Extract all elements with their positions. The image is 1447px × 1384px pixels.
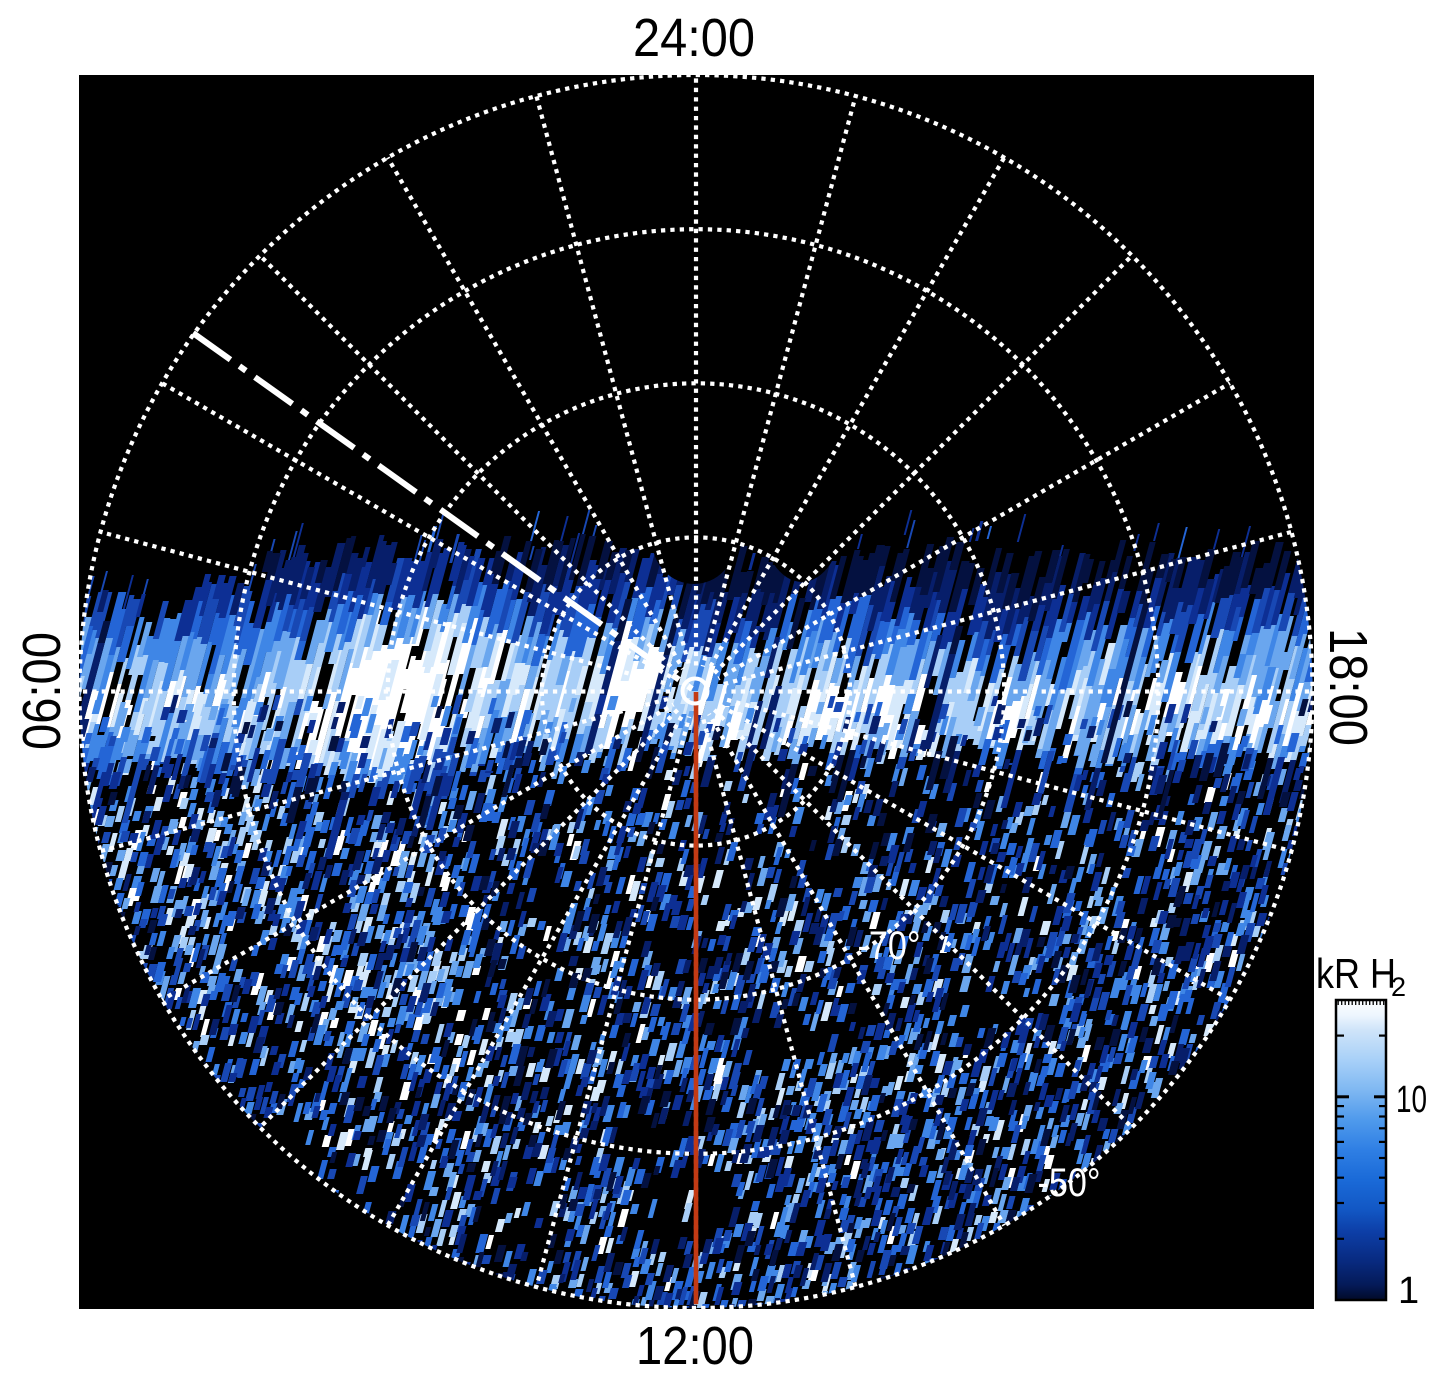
svg-text:06:00: 06:00	[12, 632, 72, 750]
svg-text:24:00: 24:00	[633, 8, 755, 68]
svg-text:12:00: 12:00	[636, 1316, 754, 1376]
svg-text:-50°: -50°	[1038, 1161, 1101, 1205]
svg-text:10: 10	[1396, 1079, 1427, 1121]
svg-text:-70°: -70°	[858, 924, 921, 968]
svg-text:18:00: 18:00	[1318, 628, 1378, 746]
svg-text:1: 1	[1398, 1270, 1419, 1312]
svg-text:2: 2	[1391, 972, 1406, 1002]
svg-text:kR H: kR H	[1316, 950, 1396, 997]
